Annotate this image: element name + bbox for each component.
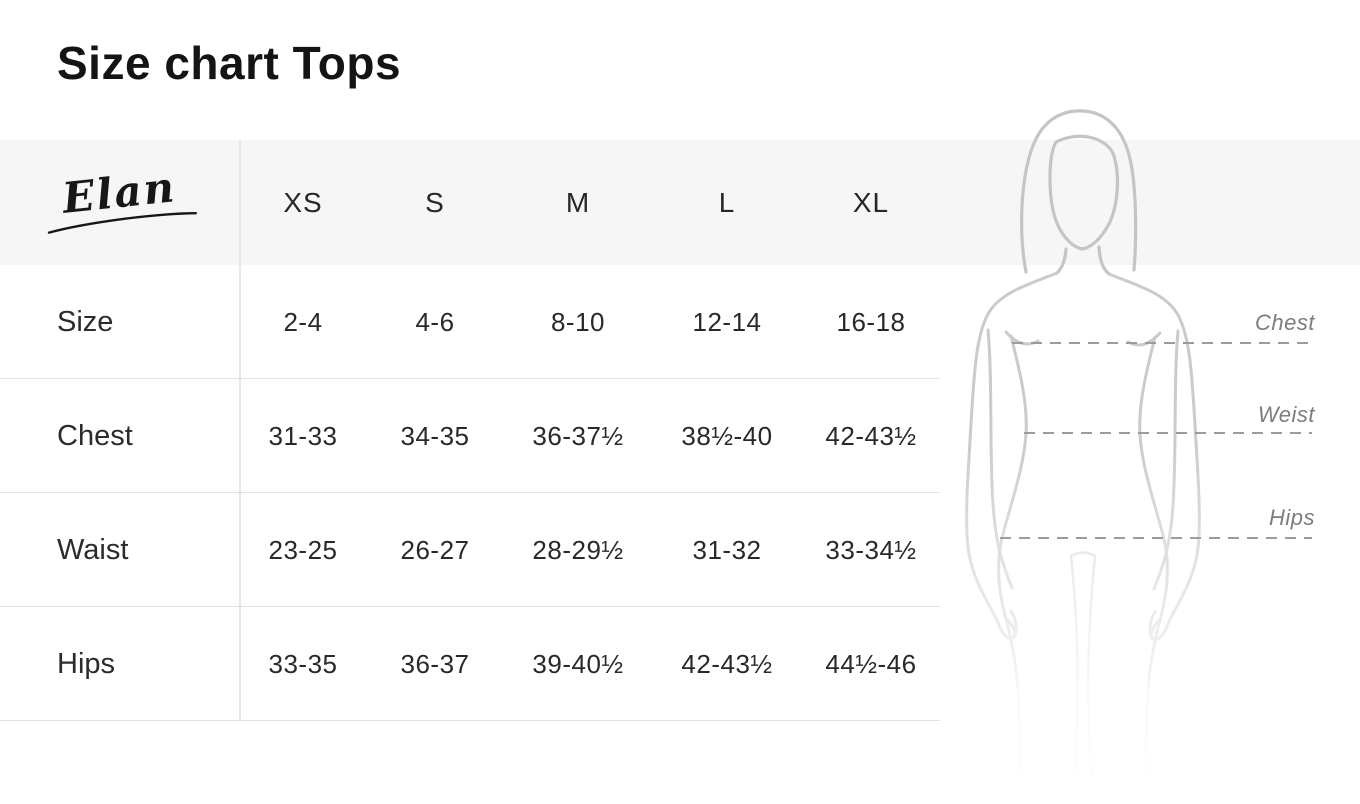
- cell-waist-m: 28-29½: [532, 534, 624, 565]
- cell-hips-xs: 33-35: [268, 648, 338, 679]
- row-divider: [0, 606, 940, 607]
- chest-measure-line: [1012, 342, 1312, 344]
- cell-size-l: 12-14: [692, 306, 762, 337]
- row-label-chest: Chest: [57, 419, 133, 452]
- size-table: Elan XS S M L XL Size 2-4 4-6 8-10 12-14…: [0, 140, 940, 721]
- cell-waist-xl: 33-34½: [825, 534, 917, 565]
- female-figure-outline-icon: [965, 109, 1201, 803]
- cell-waist-l: 31-32: [692, 534, 762, 565]
- row-label-size: Size: [57, 305, 114, 338]
- cell-hips-xl: 44½-46: [825, 648, 917, 679]
- brand-logo-lockup: Elan: [41, 162, 198, 236]
- page-title: Size chart Tops: [57, 37, 402, 89]
- cell-size-s: 4-6: [415, 306, 455, 337]
- column-header-xl: XL: [852, 186, 890, 218]
- chest-measure-label: Chest: [1255, 310, 1315, 335]
- table-header-band: [0, 140, 1360, 265]
- cell-chest-xl: 42-43½: [825, 420, 917, 451]
- body-silhouette: [940, 104, 1360, 804]
- cell-size-xl: 16-18: [836, 306, 906, 337]
- row-label-waist: Waist: [57, 533, 129, 566]
- weist-measure-line: [1024, 432, 1312, 434]
- hips-measure-line: [1000, 537, 1312, 539]
- table-vertical-divider: [239, 140, 241, 721]
- weist-measure-label: Weist: [1257, 402, 1315, 427]
- row-divider: [0, 492, 940, 493]
- cell-waist-s: 26-27: [400, 534, 470, 565]
- cell-hips-s: 36-37: [400, 648, 470, 679]
- cell-waist-xs: 23-25: [268, 534, 338, 565]
- column-header-l: L: [718, 186, 736, 218]
- cell-size-m: 8-10: [550, 306, 606, 337]
- cell-chest-l: 38½-40: [681, 420, 773, 451]
- hips-measure-label: Hips: [1268, 505, 1315, 530]
- cell-size-xs: 2-4: [283, 306, 323, 337]
- column-header-s: S: [425, 186, 445, 218]
- cell-hips-l: 42-43½: [681, 648, 773, 679]
- row-label-hips: Hips: [57, 647, 116, 680]
- row-divider: [0, 378, 940, 379]
- cell-hips-m: 39-40½: [532, 648, 624, 679]
- cell-chest-xs: 31-33: [268, 420, 338, 451]
- table-bottom-border: [0, 720, 940, 721]
- cell-chest-s: 34-35: [400, 420, 470, 451]
- logo-underline-swash-icon: [47, 211, 197, 234]
- brand-logo: Elan: [0, 140, 240, 265]
- column-header-m: M: [565, 186, 591, 218]
- column-header-xs: XS: [283, 186, 323, 218]
- cell-chest-m: 36-37½: [532, 420, 624, 451]
